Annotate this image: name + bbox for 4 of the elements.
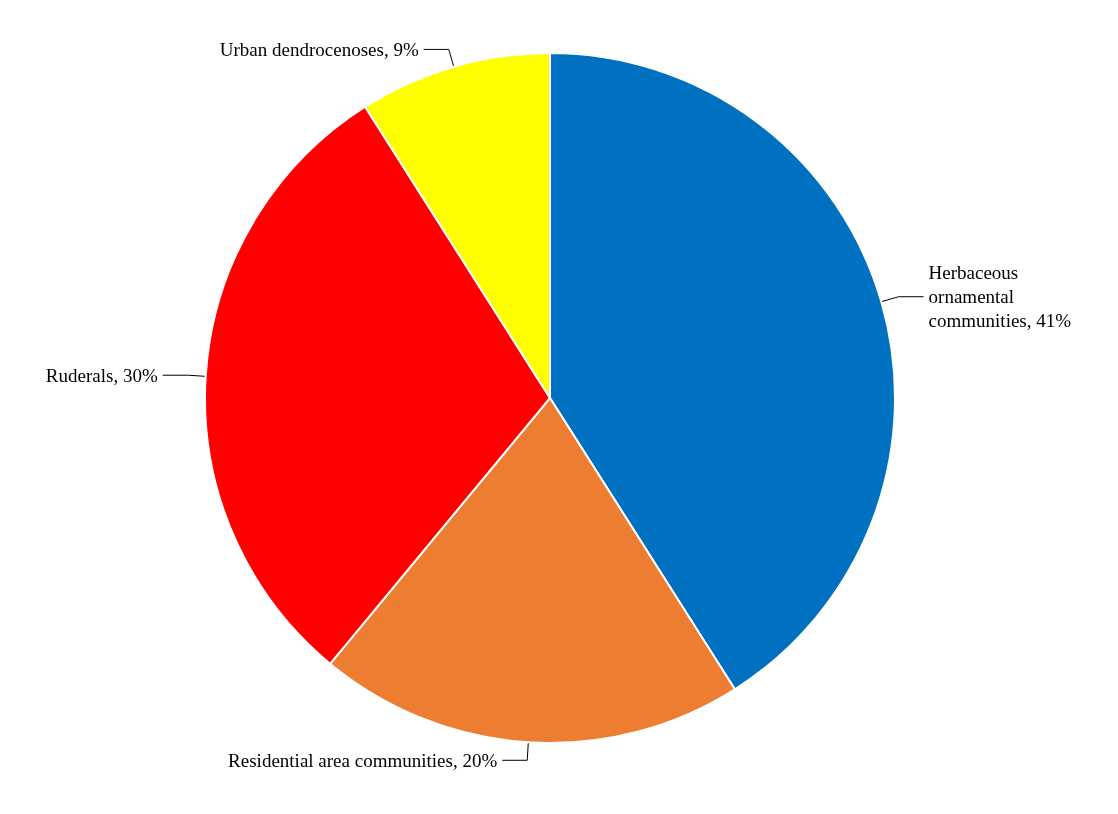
slice-label: Ruderals, 30% — [45, 364, 158, 386]
slice-label: Residential area communities, 20% — [228, 749, 498, 771]
slice-label: Urban dendrocenoses, 9% — [219, 38, 419, 60]
slice-label: Herbaceous ornamental communities, 41% — [928, 262, 1072, 332]
